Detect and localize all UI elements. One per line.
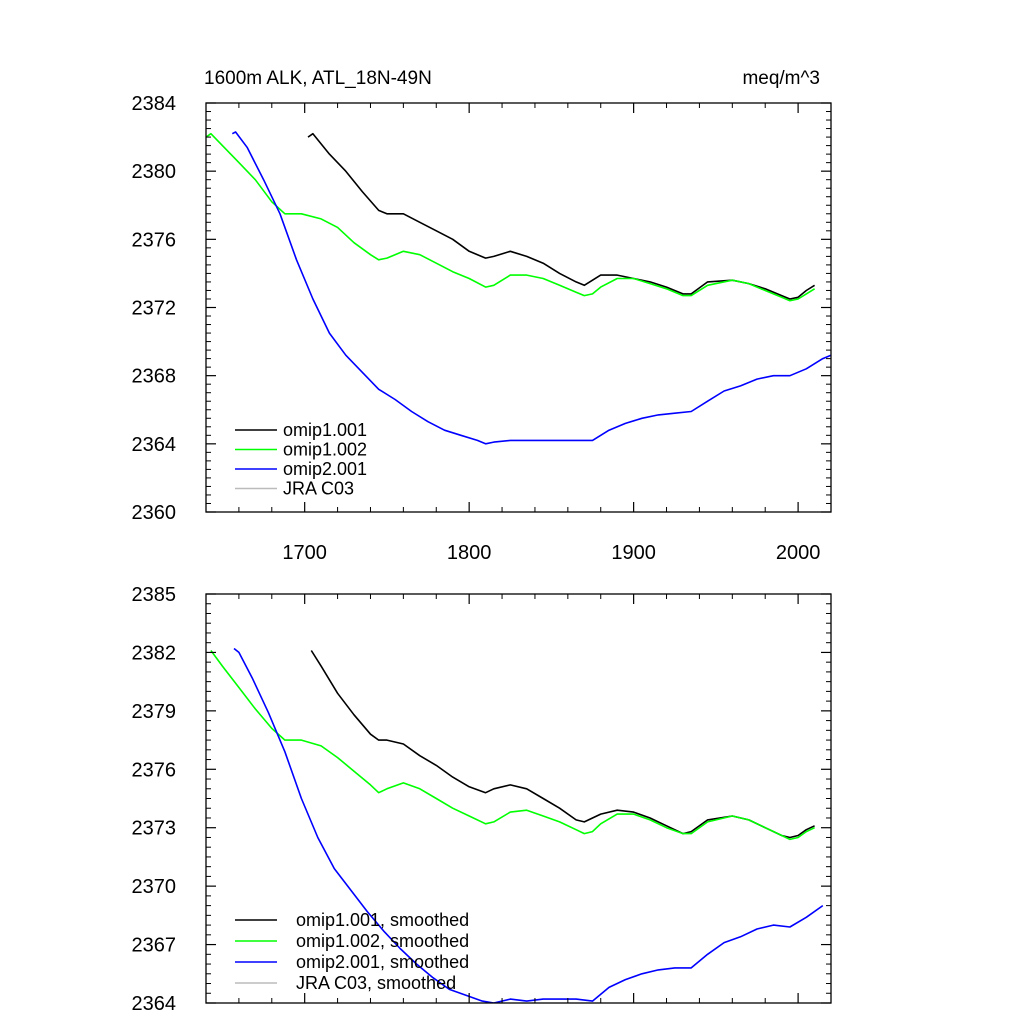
y-tick-label: 2364 [132,434,177,456]
bottom-plot-frame [205,593,832,1004]
legend-label: omip2.001 [283,459,367,479]
top-plot-units: meq/m^3 [742,68,820,89]
legend-label: omip1.002, smoothed [296,931,469,951]
y-tick-label: 2385 [132,584,177,606]
bottom-axis-ticks: 2364 2367 2370 2373 2376 2379 2382 2385 [132,584,832,1015]
legend-label: omip1.001, smoothed [296,910,469,930]
bottom-series-lines [210,647,824,1003]
top-plot-panel: 1600m ALK, ATL_18N-49N meq/m^3 1700 1800 1… [132,68,832,564]
series-line-omip1-002 [206,132,816,302]
series-line-omip2-001-smoothed [233,647,824,1003]
series-line-omip1-002-smoothed [210,650,815,841]
y-tick-label: 2384 [132,93,177,115]
x-tick-label: 1900 [611,542,656,564]
y-tick-label: 2376 [132,229,177,251]
legend-label: JRA C03, smoothed [296,973,456,993]
top-plot-title: 1600m ALK, ATL_18N-49N [204,68,432,89]
top-series-lines [206,131,831,445]
top-plot-frame [205,102,832,513]
y-tick-label: 2368 [132,366,177,388]
series-line-omip2-001 [231,131,831,445]
x-tick-label: 1700 [282,542,327,564]
y-tick-label: 2373 [132,818,177,840]
x-tick-label: 2000 [776,542,821,564]
legend-label: omip2.001, smoothed [296,952,469,972]
top-axis-ticks: 1700 1800 1900 2000 2360 2364 2368 2372 2376 2380… [132,93,832,564]
y-tick-label: 2360 [132,502,177,524]
x-tick-label: 1800 [447,542,492,564]
legend-label: JRA C03 [283,479,354,499]
y-tick-label: 2380 [132,161,177,183]
legend-label: omip1.002 [283,440,367,460]
y-tick-label: 2376 [132,759,177,781]
y-tick-label: 2372 [132,298,177,320]
y-tick-label: 2370 [132,876,177,898]
y-tick-label: 2364 [132,993,177,1015]
y-tick-label: 2382 [132,642,177,664]
y-tick-label: 2367 [132,935,177,957]
y-tick-label: 2379 [132,701,177,723]
legend-label: omip1.001 [283,420,367,440]
bottom-plot-panel: 2364 2367 2370 2373 2376 2379 2382 2385 omip1.0… [132,584,832,1015]
